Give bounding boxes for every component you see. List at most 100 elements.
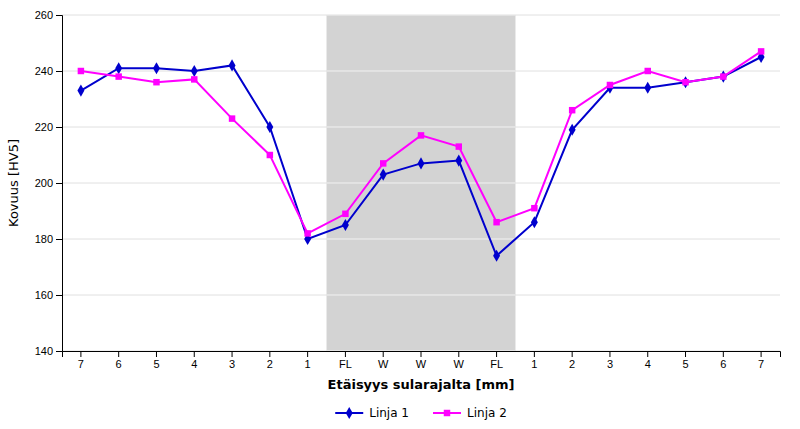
chart: 7654321FLWWWFL12345671401601802002202402…	[0, 0, 800, 429]
x-tick: W	[454, 351, 465, 370]
point	[78, 68, 84, 74]
y-tick-mark	[56, 15, 62, 16]
point	[115, 73, 121, 79]
legend-label: Linja 1	[369, 406, 409, 420]
grid-line	[327, 239, 516, 240]
point	[77, 85, 84, 97]
grid-line	[62, 239, 780, 240]
x-tick: 1	[531, 351, 537, 370]
x-tick-mark	[307, 351, 308, 357]
grid-line	[62, 127, 780, 128]
x-tick-mark	[269, 351, 270, 357]
y-axis: 140160180200220240260	[35, 9, 63, 357]
x-tick-mark	[232, 351, 233, 357]
y-tick: 180	[35, 233, 62, 245]
x-tick: W	[378, 351, 389, 370]
x-tick-label: 4	[645, 358, 651, 370]
x-tick-mark	[345, 351, 346, 357]
x-tick: FL	[490, 351, 503, 370]
point	[455, 155, 462, 167]
point	[720, 71, 727, 83]
legend-item: Linja 1	[335, 406, 409, 420]
y-tick-mark	[56, 127, 62, 128]
x-tick-mark	[761, 351, 762, 357]
x-tick-label: W	[378, 358, 389, 370]
series	[77, 51, 764, 262]
series	[78, 48, 765, 236]
point	[342, 219, 349, 231]
point	[153, 79, 159, 85]
point	[267, 152, 273, 158]
x-tick: 3	[607, 351, 613, 370]
x-tick-mark	[496, 351, 497, 357]
x-tick-label: FL	[490, 358, 503, 370]
x-tick: 5	[153, 351, 159, 370]
x-tick-label: 7	[78, 358, 84, 370]
grid-line	[62, 295, 780, 296]
x-tick-mark	[156, 351, 157, 357]
marks	[77, 15, 764, 351]
legend-item: Linja 2	[433, 406, 507, 420]
x-axis: 7654321FLWWWFL1234567	[63, 351, 781, 370]
x-tick-label: 3	[229, 358, 235, 370]
point	[682, 76, 689, 88]
point	[229, 59, 236, 71]
x-tick: 7	[758, 351, 764, 370]
point	[758, 48, 764, 54]
legend-label: Linja 2	[467, 406, 507, 420]
x-tick-label: 1	[305, 358, 311, 370]
y-tick-label: 140	[35, 345, 53, 357]
x-tick-label: W	[454, 358, 465, 370]
y-tick-label: 260	[35, 9, 53, 21]
y-tick-mark	[56, 295, 62, 296]
x-tick-mark	[647, 351, 648, 357]
x-tick-label: 6	[720, 358, 726, 370]
grid-line	[327, 71, 516, 72]
x-tick-label: 4	[191, 358, 197, 370]
y-tick-mark	[56, 351, 62, 352]
y-axis-line	[56, 16, 63, 352]
x-axis-line	[63, 352, 781, 358]
y-tick-label: 220	[35, 121, 53, 133]
x-tick: FL	[339, 351, 352, 370]
x-tick-label: 1	[531, 358, 537, 370]
x-tick: 2	[569, 351, 575, 370]
point	[304, 230, 310, 236]
point	[456, 143, 462, 149]
point	[682, 79, 688, 85]
point	[531, 216, 538, 228]
y-tick-mark	[56, 183, 62, 184]
x-tick: 7	[78, 351, 84, 370]
x-tick: W	[416, 351, 427, 370]
point	[606, 82, 613, 94]
point	[191, 65, 198, 77]
x-tick-label: 5	[682, 358, 688, 370]
y-axis-title: Kovuus [HV5]	[6, 139, 21, 227]
grid-line	[327, 351, 516, 352]
x-tick-mark	[118, 351, 119, 357]
plot: 7654321FLWWWFL12345671401601802002202402…	[6, 9, 781, 392]
point	[569, 124, 576, 136]
legend-marker	[444, 410, 450, 416]
x-tick-label: 5	[153, 358, 159, 370]
x-tick-mark	[685, 351, 686, 357]
x-tick: 5	[682, 351, 688, 370]
y-tick-label: 200	[35, 177, 53, 189]
grid-line	[327, 183, 516, 184]
point	[644, 68, 650, 74]
x-tick: 4	[645, 351, 651, 370]
point	[266, 121, 273, 133]
x-axis-title: Etäisyys sularajalta [mm]	[328, 377, 515, 392]
y-tick-label: 180	[35, 233, 53, 245]
x-tick-mark	[421, 351, 422, 357]
grid-line	[327, 127, 516, 128]
y-tick: 160	[35, 289, 62, 301]
x-tick-mark	[572, 351, 573, 357]
x-tick-label: 6	[116, 358, 122, 370]
shade-region	[327, 15, 516, 351]
line	[81, 57, 761, 256]
point	[153, 62, 160, 74]
point	[418, 132, 424, 138]
grid	[62, 15, 780, 351]
point	[418, 157, 425, 169]
